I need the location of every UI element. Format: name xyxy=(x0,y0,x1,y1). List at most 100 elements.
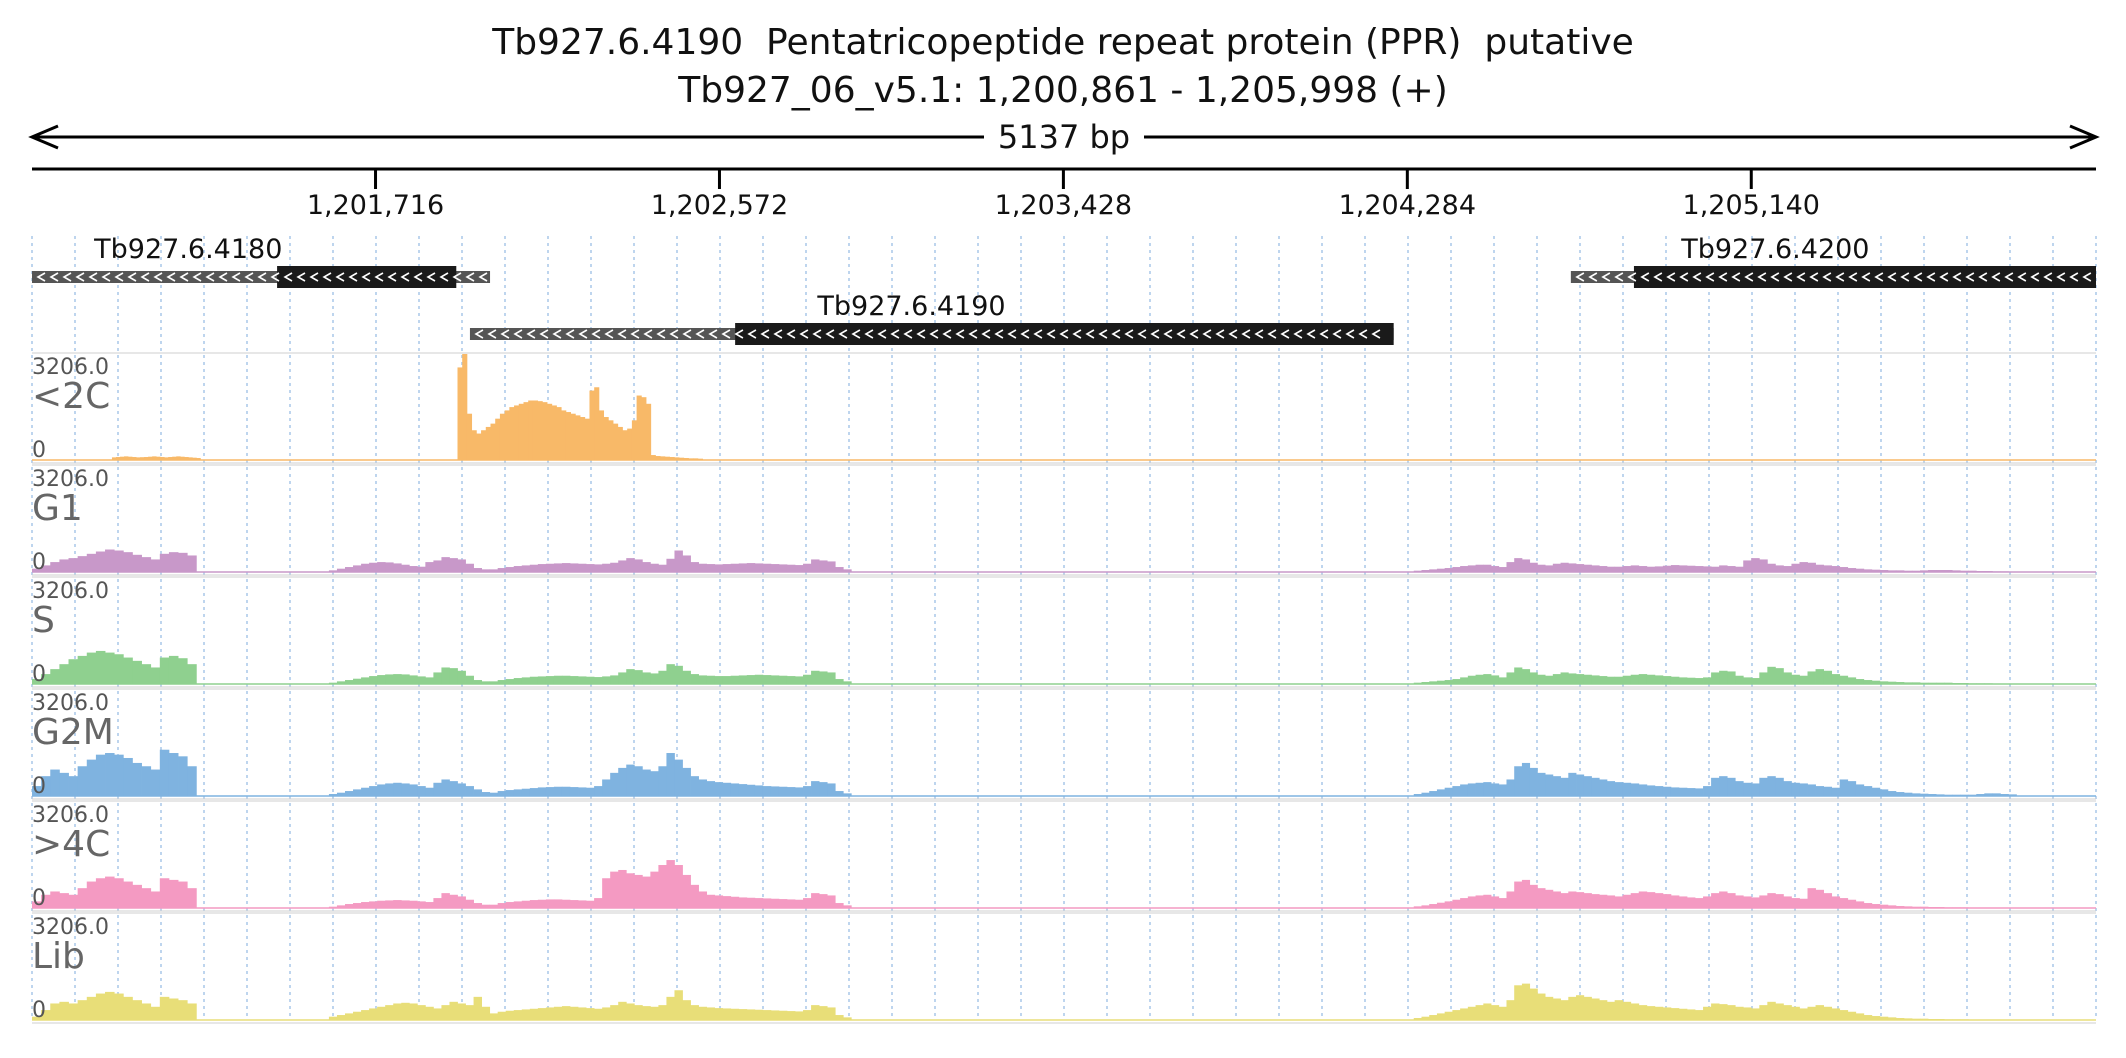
coverage-bar xyxy=(86,996,97,1020)
coverage-bar xyxy=(1695,788,1704,796)
coverage-bar xyxy=(1823,1006,1833,1020)
ruler-tick-label: 1,201,716 xyxy=(307,190,444,221)
coverage-bar xyxy=(41,674,51,684)
coverage-bar xyxy=(457,896,466,908)
coverage-bar xyxy=(1537,993,1546,1020)
coverage-bar xyxy=(353,678,362,684)
coverage-bar xyxy=(1614,676,1624,684)
coverage-bar xyxy=(1695,898,1704,908)
coverage-bar xyxy=(336,905,346,908)
coverage-bar xyxy=(1928,1019,1937,1020)
coverage-bar xyxy=(132,884,142,908)
coverage-bar xyxy=(504,410,510,460)
coverage-bar xyxy=(570,413,576,460)
coverage-bar xyxy=(59,559,69,572)
coverage-bar xyxy=(1719,776,1728,796)
coverage-bar xyxy=(1727,566,1736,572)
coverage-bar xyxy=(1863,569,1873,572)
track-2c: 3206.0<2C 0 xyxy=(32,352,2096,464)
coverage-bar xyxy=(770,786,780,796)
coverage-bar xyxy=(642,672,651,684)
coverage-bar xyxy=(336,681,346,684)
coverage-bar xyxy=(1475,782,1484,796)
coverage-bar xyxy=(353,903,362,908)
coverage-bar xyxy=(1491,675,1500,684)
coverage-bar xyxy=(68,1003,79,1020)
coverage-bar xyxy=(1421,792,1430,796)
coverage-bar xyxy=(578,900,587,908)
coverage-bar xyxy=(1735,566,1744,572)
coverage-bar xyxy=(1703,896,1712,908)
strand-chevron xyxy=(270,272,280,282)
coverage-bar xyxy=(124,456,129,460)
coverage-bar xyxy=(674,457,680,460)
coverage-bar xyxy=(361,677,370,684)
strand-chevron xyxy=(1939,272,1949,282)
coverage-bar xyxy=(1591,777,1600,796)
coverage-bar xyxy=(594,677,603,684)
coverage-bar xyxy=(1735,895,1744,908)
coverage-bar xyxy=(666,664,675,684)
coverage-bar xyxy=(409,675,418,684)
coverage-bar xyxy=(32,901,42,908)
gene-cds xyxy=(735,323,1394,345)
coverage-bar xyxy=(361,1010,370,1020)
coverage-bar xyxy=(114,993,124,1020)
coverage-bar xyxy=(1537,564,1546,572)
track-name: G1 xyxy=(32,488,83,529)
coverage-bar xyxy=(476,433,482,460)
coverage-bar xyxy=(105,753,115,796)
coverage-bar xyxy=(1514,558,1523,572)
coverage-bar xyxy=(50,1003,60,1020)
coverage-bar xyxy=(547,403,553,460)
coverage-bar xyxy=(385,562,394,572)
coverage-bar xyxy=(180,456,185,460)
coverage-bar xyxy=(835,903,844,908)
coverage-bar xyxy=(481,1006,491,1020)
coverage-bar xyxy=(1436,902,1446,908)
y-max-label: 3206.0 xyxy=(32,355,109,380)
coverage-bar xyxy=(1799,783,1808,796)
coverage-bar xyxy=(1529,884,1538,908)
coverage-bar xyxy=(561,675,571,684)
coverage-bar xyxy=(489,904,499,908)
strand-chevron xyxy=(760,329,770,339)
coverage-bar xyxy=(1751,1008,1760,1020)
gene-cds xyxy=(277,266,457,288)
strand-chevron xyxy=(721,329,731,339)
coverage-bar xyxy=(1775,565,1784,572)
coverage-bar xyxy=(50,669,60,684)
coverage-bar xyxy=(1976,794,1985,796)
y-max-label: 3206.0 xyxy=(32,467,109,492)
coverage-bar xyxy=(1783,781,1792,796)
strand-chevron xyxy=(812,329,822,339)
strand-chevron xyxy=(1280,329,1290,339)
coverage-bar xyxy=(1583,776,1592,796)
coverage-bar xyxy=(344,567,354,572)
coverage-bar xyxy=(1703,786,1712,796)
coverage-bar xyxy=(1421,682,1430,684)
coverage-bar xyxy=(1583,893,1592,908)
coverage-bar xyxy=(827,1007,836,1020)
coverage-bar xyxy=(86,759,97,796)
coverage-bar xyxy=(1545,774,1554,796)
coverage-bar xyxy=(598,410,605,460)
coverage-bar xyxy=(529,564,539,572)
coverage-bar xyxy=(41,776,51,796)
coverage-bar xyxy=(1783,896,1792,908)
coverage-bar xyxy=(655,456,661,460)
coverage-bar xyxy=(336,792,346,796)
coverage-bar xyxy=(1622,1001,1632,1020)
coverage-bar xyxy=(449,894,458,908)
coverage-bar xyxy=(1879,1016,1889,1020)
coverage-bar xyxy=(1646,566,1656,572)
coverage-bar xyxy=(136,457,141,460)
coverage-bar xyxy=(1498,677,1507,684)
coverage-bar xyxy=(1678,787,1688,796)
coverage-bar xyxy=(150,667,161,684)
strand-chevron xyxy=(669,329,679,339)
coverage-bar xyxy=(1911,1018,1921,1020)
coverage-bar xyxy=(32,568,42,572)
coverage-bar xyxy=(553,786,563,796)
coverage-bar xyxy=(1984,571,1993,572)
